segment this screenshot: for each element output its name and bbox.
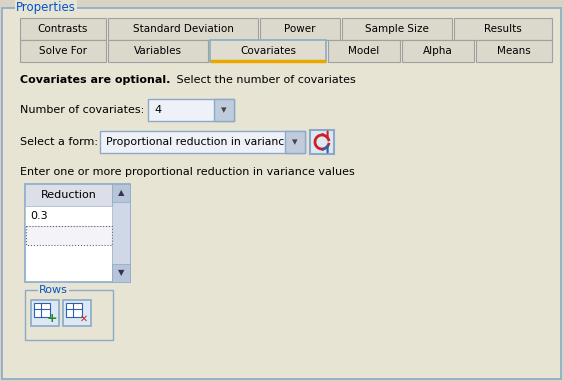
- Text: Properties: Properties: [16, 2, 76, 14]
- Text: Means: Means: [497, 46, 531, 56]
- FancyBboxPatch shape: [25, 206, 112, 226]
- FancyBboxPatch shape: [100, 131, 305, 153]
- FancyBboxPatch shape: [112, 184, 130, 202]
- Text: ✕: ✕: [80, 314, 88, 324]
- Text: Number of covariates:: Number of covariates:: [20, 105, 144, 115]
- Text: 4: 4: [154, 105, 161, 115]
- Text: Covariates: Covariates: [240, 46, 296, 56]
- Text: Select the number of covariates: Select the number of covariates: [173, 75, 356, 85]
- FancyBboxPatch shape: [25, 184, 112, 206]
- Text: Enter one or more proportional reduction in variance values: Enter one or more proportional reduction…: [20, 167, 355, 177]
- FancyBboxPatch shape: [285, 131, 305, 153]
- FancyBboxPatch shape: [63, 300, 91, 326]
- FancyBboxPatch shape: [34, 303, 50, 317]
- Text: +: +: [47, 312, 58, 325]
- Text: Reduction: Reduction: [41, 190, 96, 200]
- Text: Sample Size: Sample Size: [365, 24, 429, 34]
- FancyBboxPatch shape: [476, 40, 552, 62]
- Text: Proportional reduction in variance: Proportional reduction in variance: [106, 137, 291, 147]
- Text: 0.3: 0.3: [30, 211, 47, 221]
- Text: ▾: ▾: [292, 137, 298, 147]
- FancyBboxPatch shape: [342, 18, 452, 40]
- FancyBboxPatch shape: [454, 18, 552, 40]
- FancyBboxPatch shape: [210, 40, 326, 62]
- Text: Covariates are optional.: Covariates are optional.: [20, 75, 170, 85]
- FancyBboxPatch shape: [26, 226, 112, 245]
- Text: Results: Results: [484, 24, 522, 34]
- FancyBboxPatch shape: [214, 99, 234, 121]
- Text: ▲: ▲: [118, 189, 124, 197]
- FancyBboxPatch shape: [328, 40, 400, 62]
- FancyBboxPatch shape: [25, 184, 130, 282]
- FancyBboxPatch shape: [112, 184, 130, 282]
- FancyBboxPatch shape: [20, 18, 106, 40]
- FancyBboxPatch shape: [260, 18, 340, 40]
- FancyBboxPatch shape: [2, 8, 561, 379]
- Text: Select a form:: Select a form:: [20, 137, 98, 147]
- Text: Rows: Rows: [39, 285, 68, 295]
- Text: Power: Power: [284, 24, 316, 34]
- FancyBboxPatch shape: [310, 130, 334, 154]
- FancyBboxPatch shape: [31, 300, 59, 326]
- FancyBboxPatch shape: [25, 290, 113, 340]
- FancyBboxPatch shape: [66, 303, 82, 317]
- Text: Solve For: Solve For: [39, 46, 87, 56]
- Text: Alpha: Alpha: [423, 46, 453, 56]
- FancyBboxPatch shape: [20, 40, 106, 62]
- FancyBboxPatch shape: [112, 264, 130, 282]
- FancyBboxPatch shape: [402, 40, 474, 62]
- Text: Variables: Variables: [134, 46, 182, 56]
- FancyBboxPatch shape: [108, 18, 258, 40]
- FancyBboxPatch shape: [108, 40, 208, 62]
- Text: ▼: ▼: [118, 269, 124, 277]
- FancyBboxPatch shape: [148, 99, 234, 121]
- Text: Contrasts: Contrasts: [38, 24, 88, 34]
- Text: Model: Model: [349, 46, 380, 56]
- Text: ▾: ▾: [221, 105, 227, 115]
- Text: Standard Deviation: Standard Deviation: [133, 24, 233, 34]
